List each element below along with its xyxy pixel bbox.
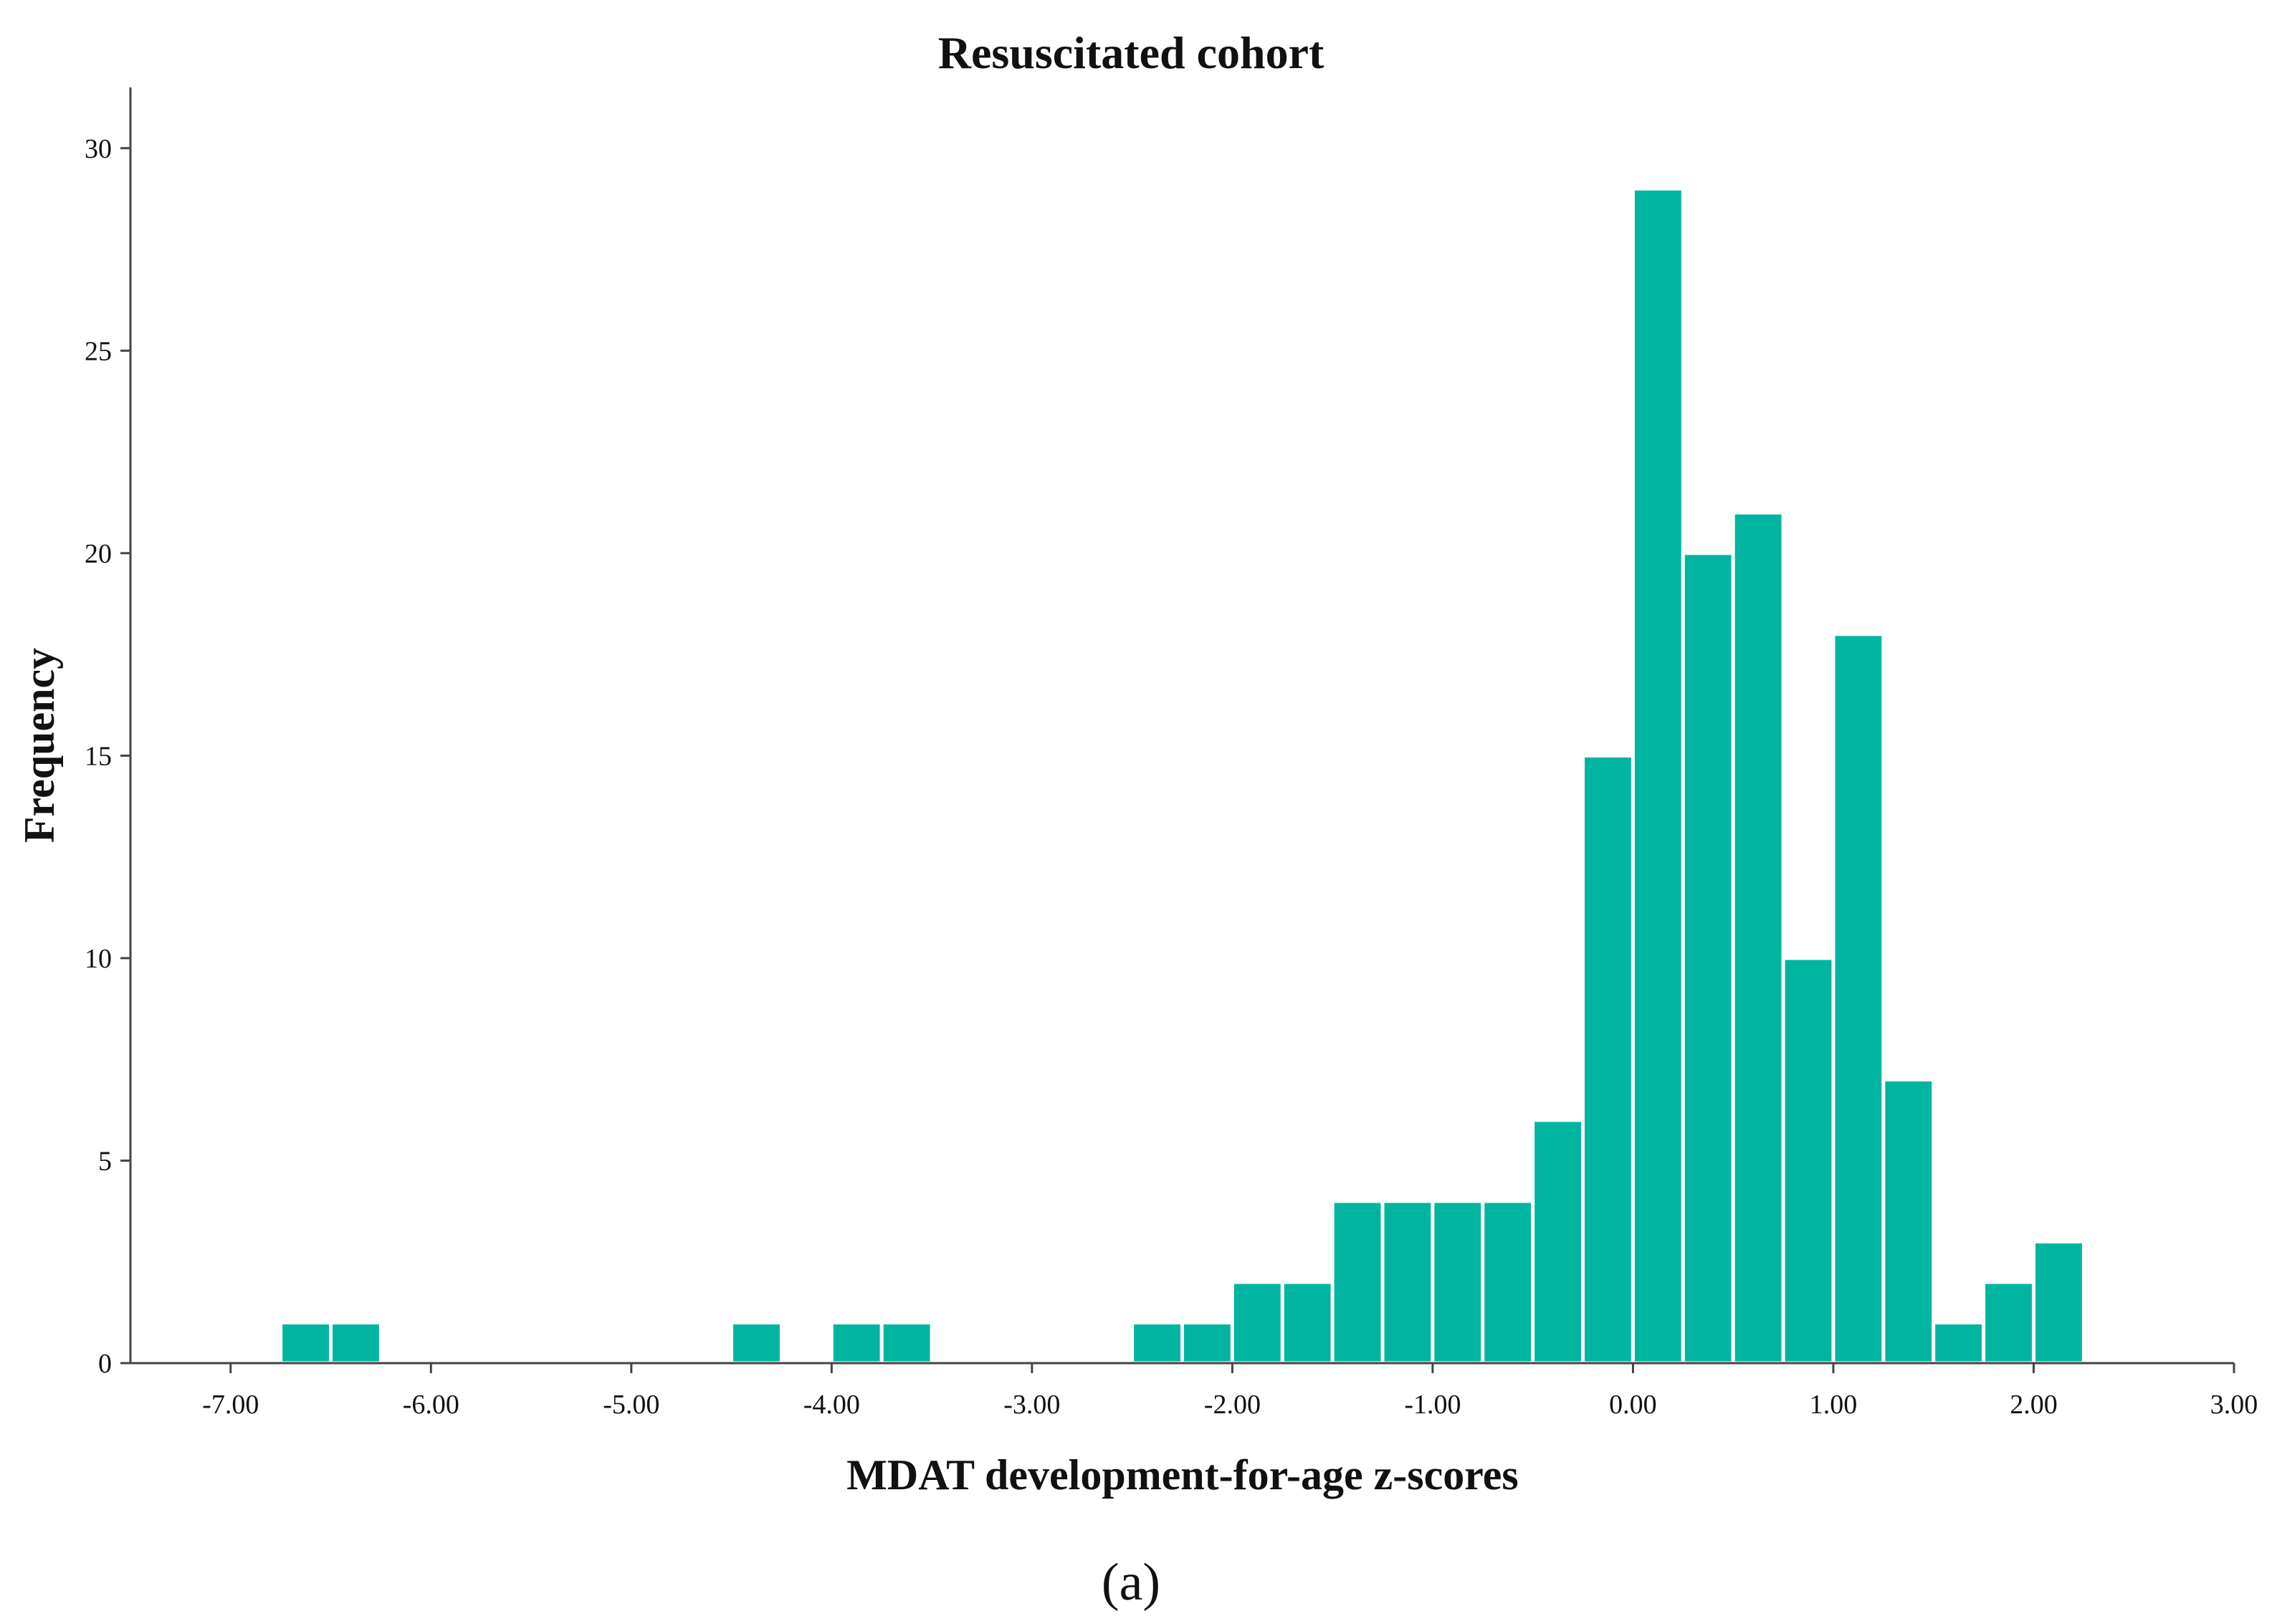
y-tick-label: 5 xyxy=(98,1146,112,1176)
y-tick-label: 20 xyxy=(85,539,112,569)
x-tick-label: -3.00 xyxy=(1003,1390,1060,1420)
histogram-bar xyxy=(1781,956,1836,1365)
y-tick-label: 30 xyxy=(85,134,112,164)
x-tick-label: 1.00 xyxy=(1810,1390,1858,1420)
x-tick-label: -6.00 xyxy=(403,1390,459,1420)
y-ticks-group: 0 5 10 15 20 25 30 xyxy=(85,134,130,1379)
x-tick-label: -1.00 xyxy=(1404,1390,1461,1420)
histogram-bar xyxy=(1330,1199,1385,1365)
histogram-bar xyxy=(879,1320,934,1365)
x-tick-label: 2.00 xyxy=(2010,1390,2058,1420)
y-axis-label: Frequency xyxy=(16,648,63,843)
histogram-bar xyxy=(1731,510,1785,1365)
histogram-bar xyxy=(1180,1320,1234,1365)
histogram-bar xyxy=(2031,1239,2086,1365)
y-tick-label: 10 xyxy=(85,944,112,974)
histogram-bar xyxy=(1631,186,1685,1365)
histogram-bar xyxy=(829,1320,884,1365)
histogram-bar xyxy=(730,1320,783,1365)
histogram-bar xyxy=(1932,1320,1986,1365)
y-tick-label: 0 xyxy=(98,1349,112,1379)
histogram-bar xyxy=(1531,1118,1585,1365)
x-tick-label: -5.00 xyxy=(603,1390,659,1420)
panel-label: (a) xyxy=(1102,1553,1160,1612)
x-tick-label: 0.00 xyxy=(1609,1390,1657,1420)
x-axis-label: MDAT development-for-age z-scores xyxy=(846,1451,1519,1499)
x-tick-label: -2.00 xyxy=(1204,1390,1261,1420)
chart-title: Resuscitated cohort xyxy=(938,27,1324,78)
histogram-bar xyxy=(1280,1280,1335,1365)
x-tick-label: -4.00 xyxy=(803,1390,860,1420)
histogram-bar xyxy=(329,1320,383,1365)
histogram-bar xyxy=(1581,753,1635,1365)
y-tick-label: 15 xyxy=(85,741,112,771)
histogram-bar xyxy=(1431,1199,1485,1365)
histogram-bar xyxy=(1982,1280,2035,1365)
bars-group xyxy=(279,186,2086,1365)
histogram-bar xyxy=(1831,632,1886,1365)
histogram-bar xyxy=(1380,1199,1435,1365)
histogram-bar xyxy=(1230,1280,1284,1365)
histogram-bar xyxy=(1481,1199,1535,1365)
histogram-bar xyxy=(279,1320,333,1365)
histogram-bar xyxy=(1130,1320,1184,1365)
x-tick-label: -7.00 xyxy=(202,1390,259,1420)
y-tick-label: 25 xyxy=(85,336,112,366)
histogram-bar xyxy=(1881,1077,1936,1365)
x-ticks-group: -7.00 -6.00 -5.00 -4.00 -3.00 -2.00 -1.00 0.00 1… xyxy=(202,1363,2258,1420)
histogram-bar xyxy=(1681,551,1735,1365)
x-tick-label: 3.00 xyxy=(2210,1390,2258,1420)
